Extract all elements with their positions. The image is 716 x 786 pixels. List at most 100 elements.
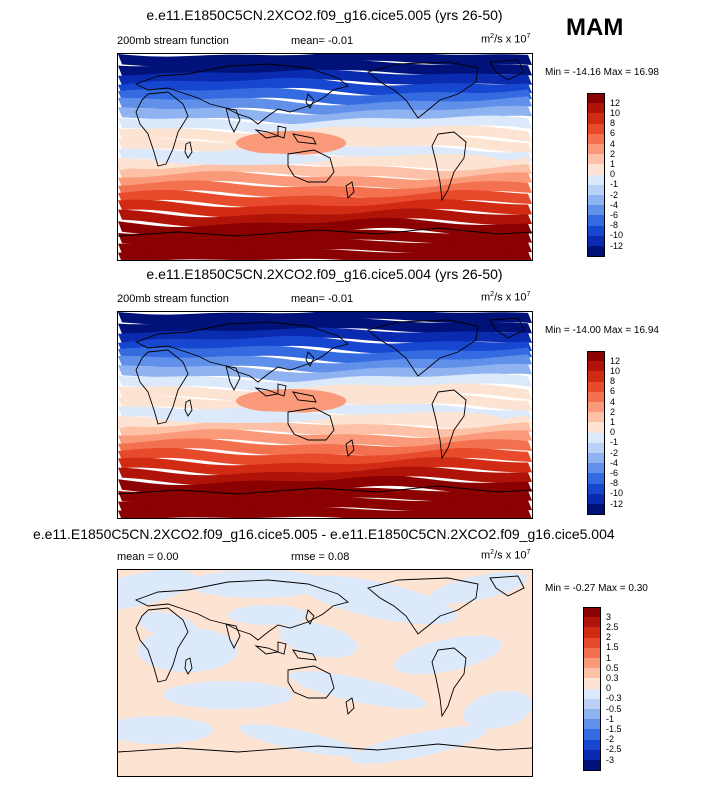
contour-band — [118, 248, 532, 260]
coastline — [431, 389, 467, 460]
colorbar-tick-label: -1 — [606, 713, 615, 724]
colorbar-cell — [587, 195, 605, 206]
coastline — [254, 645, 280, 655]
colorbar-cell — [587, 174, 605, 186]
coastline — [305, 609, 315, 625]
contour-patch — [118, 161, 131, 171]
colorbar-cell — [587, 144, 605, 155]
colorbar-tick-label: -8 — [610, 220, 619, 231]
colorbar-cell — [587, 493, 605, 505]
colorbar-cell — [587, 93, 605, 104]
coastline — [225, 107, 241, 134]
coastline — [305, 93, 315, 109]
colorbar-cell — [587, 432, 605, 444]
colorbar-cell — [587, 412, 605, 423]
contour-patch — [138, 628, 238, 672]
coastline — [292, 391, 317, 403]
contour-patch — [289, 671, 427, 709]
colorbar-cell — [583, 617, 601, 628]
contour-band — [118, 170, 532, 190]
colorbar-tick-label: -1 — [610, 437, 619, 448]
colorbar-cell — [583, 709, 601, 720]
colorbar-cell — [583, 760, 601, 771]
contour-band — [118, 506, 532, 518]
contour-band — [118, 115, 532, 135]
colorbar-cell — [587, 154, 605, 165]
contour-patch — [188, 570, 328, 598]
contour-band — [118, 447, 532, 466]
coastline — [287, 407, 335, 441]
contour-band — [118, 208, 532, 228]
panel-1-title: e.e11.E1850C5CN.2XCO2.f09_g16.cice5.005 … — [146, 7, 503, 23]
contour-patch — [228, 605, 308, 625]
colorbar-cell — [583, 719, 601, 730]
contour-patch — [163, 681, 293, 709]
colorbar-tick-label: 0.5 — [606, 662, 619, 673]
coastline — [431, 131, 467, 202]
colorbar-cell — [587, 422, 605, 434]
colorbar-tick-label: 2 — [610, 406, 616, 417]
colorbar-tick-label: 0 — [610, 427, 616, 438]
colorbar-tick-label: -8 — [610, 478, 619, 489]
colorbar-tick-label: -12 — [610, 240, 624, 251]
contour-band — [118, 60, 532, 77]
colorbar-tick-label: 4 — [610, 396, 616, 407]
coastline — [134, 321, 349, 383]
colorbar-tick-label: 12 — [610, 355, 621, 366]
contour-patch — [278, 622, 358, 658]
colorbar-tick-label: -2 — [610, 447, 619, 458]
colorbar-tick-label: 0 — [610, 169, 616, 180]
colorbar-tick-label: 6 — [610, 386, 616, 397]
colorbar-tick-label: 8 — [610, 118, 616, 129]
colorbar-tick-label: -0.5 — [606, 703, 622, 714]
contour-patch — [118, 570, 197, 611]
contour-patch — [239, 724, 357, 756]
coastline — [184, 657, 193, 675]
colorbar-cell — [583, 749, 601, 761]
panel-3-mean: mean = 0.00 — [117, 551, 179, 563]
colorbar-tick-label: 2.5 — [606, 621, 619, 632]
contour-patch — [118, 716, 213, 744]
panel-2-minmax: Min = -14.00 Max = 16.94 — [545, 325, 659, 336]
season-label: MAM — [566, 14, 624, 41]
coastline — [489, 59, 525, 81]
colorbar-cell — [587, 103, 605, 114]
colorbar-tick-label: -12 — [610, 498, 624, 509]
coastline — [118, 227, 532, 237]
contour-band — [118, 54, 532, 67]
colorbar-tick-label: -1.5 — [606, 723, 622, 734]
colorbar-cell — [587, 463, 605, 474]
colorbar-cell — [587, 113, 605, 125]
panel-3-title: e.e11.E1850C5CN.2XCO2.f09_g16.cice5.005 … — [33, 526, 615, 542]
contour-band — [118, 312, 532, 325]
coastline — [277, 125, 287, 139]
coastline — [225, 623, 241, 650]
contour-patch — [381, 154, 501, 168]
coastline — [431, 647, 467, 718]
colorbar-tick-label: 12 — [610, 97, 621, 108]
coastline — [367, 319, 479, 377]
colorbar-cell — [587, 351, 605, 362]
colorbar-cell — [587, 504, 605, 515]
colorbar-tick-label: -4 — [610, 457, 619, 468]
contour-band — [118, 419, 532, 439]
colorbar-tick-label: 3 — [606, 611, 612, 622]
colorbar-tick-label: 10 — [610, 365, 621, 376]
contour-patch — [151, 153, 331, 165]
colorbar-cell — [583, 678, 601, 690]
colorbar-cell — [587, 402, 605, 413]
colorbar-tick-label: -10 — [610, 488, 624, 499]
coastline — [345, 439, 355, 457]
colorbar-tick-label: 0 — [606, 683, 612, 694]
contour-band — [118, 373, 532, 393]
colorbar-tick-label: 4 — [610, 138, 616, 149]
colorbar-cell — [587, 442, 605, 454]
colorbar-cell — [583, 607, 601, 618]
colorbar-cell — [583, 658, 601, 669]
colorbar-cell — [587, 184, 605, 196]
panel-3-contour-plot — [118, 570, 532, 764]
contour-patch — [138, 611, 198, 639]
colorbar-cell — [587, 371, 605, 383]
coastline — [277, 383, 287, 397]
contour-band — [118, 428, 532, 448]
